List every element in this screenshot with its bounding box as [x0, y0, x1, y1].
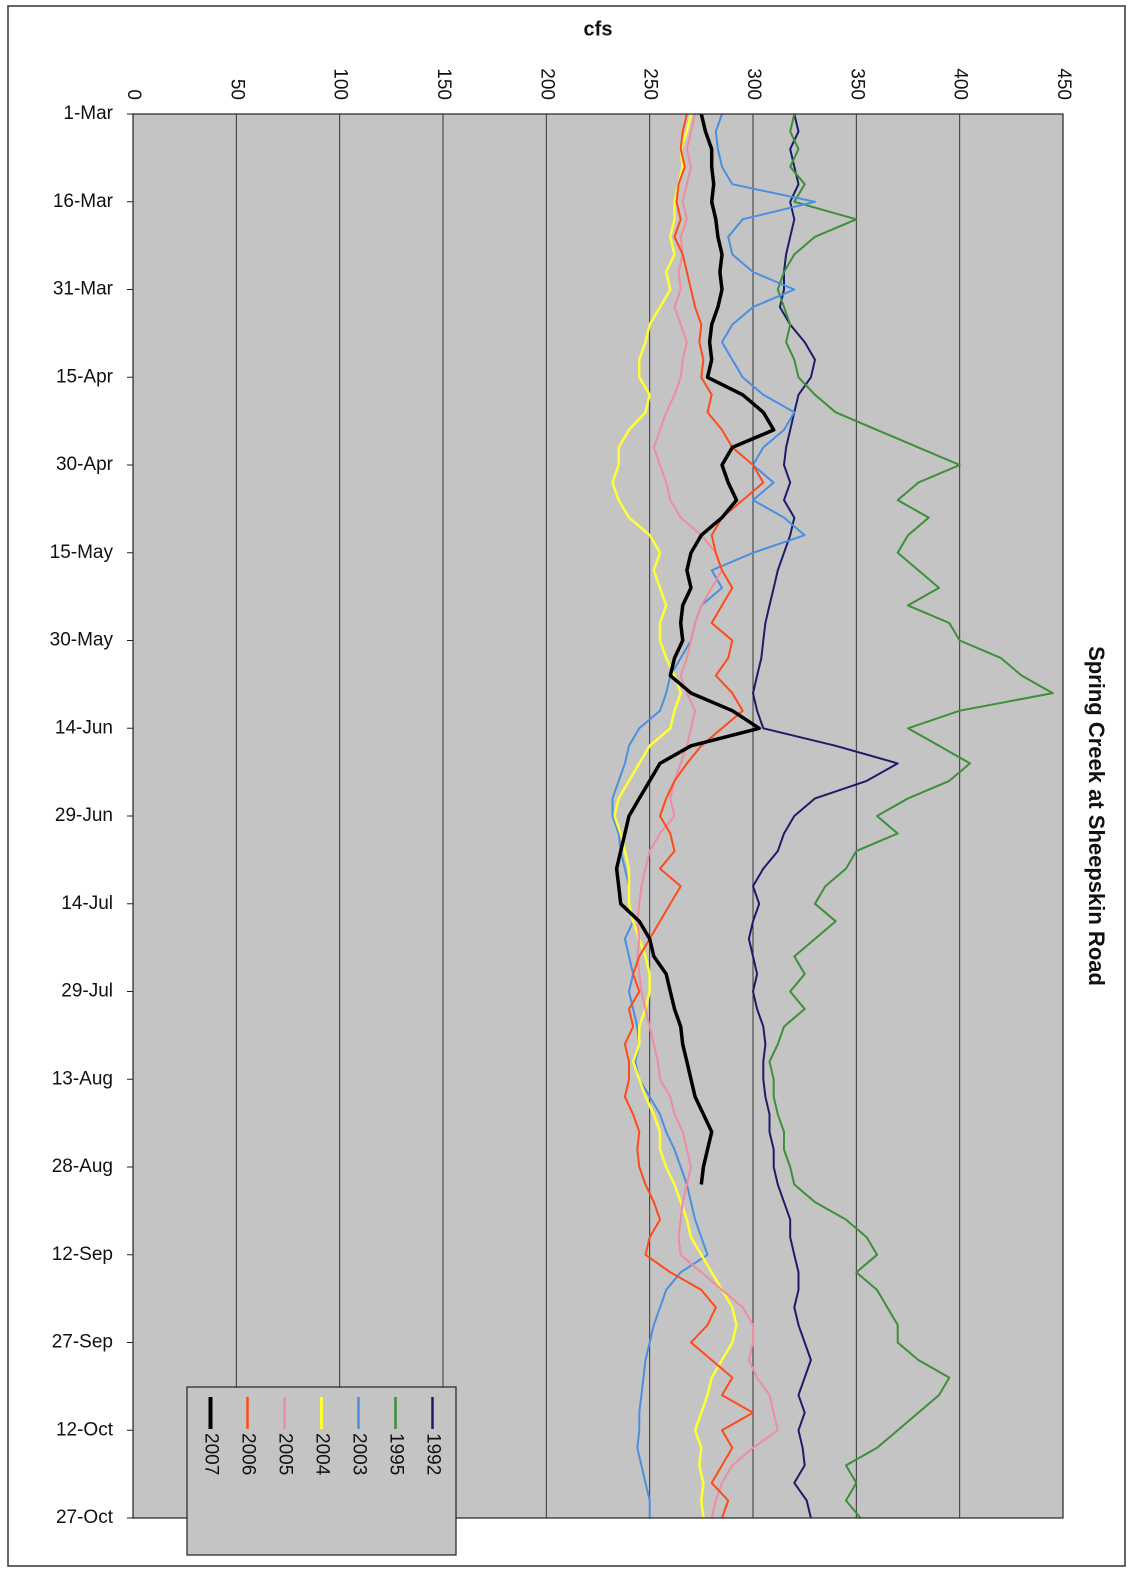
legend-label: 2007 — [200, 1433, 221, 1475]
date-tick-label: 28-Aug — [52, 1156, 113, 1177]
series-line — [623, 113, 765, 1519]
legend-label: 2004 — [311, 1433, 332, 1476]
value-tick-label: 50 — [226, 79, 247, 100]
series-line — [636, 113, 779, 1519]
value-tick-label: 0 — [123, 89, 144, 100]
date-tick-label: 27-Sep — [52, 1332, 113, 1353]
value-tick-label: 150 — [433, 68, 454, 100]
axis-title: cfs — [584, 18, 613, 40]
legend-label: 2006 — [237, 1433, 258, 1475]
legend-label: 2003 — [348, 1433, 369, 1475]
legend-label: 1992 — [422, 1433, 443, 1475]
date-tick-label: 15-May — [50, 542, 114, 563]
series-line — [611, 113, 738, 1519]
date-tick-label: 1-Mar — [63, 103, 113, 124]
legend-label: 1995 — [385, 1433, 406, 1475]
date-tick-label: 30-May — [50, 630, 114, 651]
date-tick-label: 16-Mar — [53, 191, 114, 212]
series-line — [747, 113, 899, 1519]
date-tick-label: 14-Jul — [61, 893, 113, 914]
value-tick-label: 450 — [1053, 68, 1074, 100]
series-line — [768, 113, 1054, 1519]
date-tick-label: 27-Oct — [56, 1507, 114, 1528]
date-tick-label: 12-Sep — [52, 1244, 113, 1265]
value-tick-label: 250 — [640, 68, 661, 100]
date-tick-label: 30-Apr — [56, 454, 114, 475]
lines — [611, 113, 1054, 1519]
date-tick-label: 31-Mar — [53, 279, 114, 300]
series-line — [614, 113, 776, 1185]
value-tick-label: 350 — [846, 68, 867, 100]
series-line — [611, 113, 816, 1518]
value-tick-label: 200 — [536, 68, 557, 100]
date-tick-label: 15-Apr — [56, 366, 114, 387]
value-tick-label: 100 — [330, 68, 351, 100]
value-tick-label: 300 — [743, 68, 764, 100]
date-tick-label: 12-Oct — [56, 1419, 114, 1440]
legend-label: 2005 — [274, 1433, 295, 1475]
date-tick-label: 14-Jun — [55, 717, 113, 738]
date-tick-label: 13-Aug — [52, 1068, 113, 1089]
plot-area — [133, 114, 1063, 1518]
date-tick-label: 29-Jun — [55, 805, 113, 826]
date-tick-label: 29-Jul — [61, 981, 113, 1002]
chart-title: Spring Creek at Sheepskin Road — [1084, 646, 1109, 986]
legend: 1992 1995 2003 2004 2005 2006 2007 — [186, 1386, 457, 1556]
value-tick-label: 400 — [950, 68, 971, 100]
